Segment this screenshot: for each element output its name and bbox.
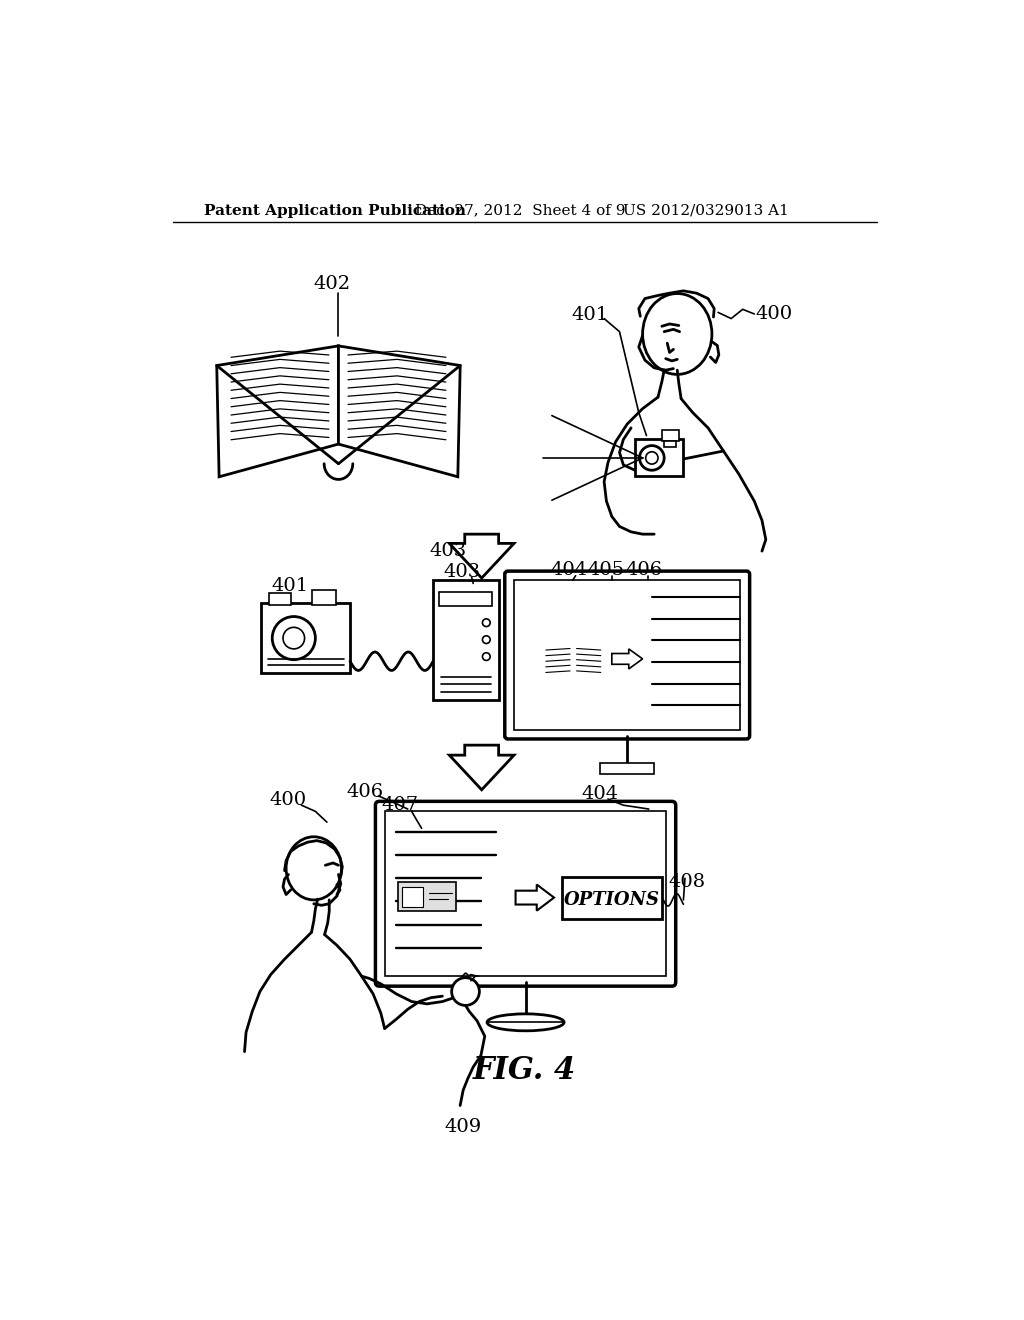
Circle shape [272, 616, 315, 660]
Text: FIG. 4: FIG. 4 [473, 1056, 577, 1086]
Polygon shape [611, 649, 643, 669]
Text: 409: 409 [444, 1118, 482, 1137]
Bar [514, 581, 740, 730]
Text: Dec. 27, 2012  Sheet 4 of 9: Dec. 27, 2012 Sheet 4 of 9 [416, 203, 626, 218]
Text: 403: 403 [443, 562, 480, 581]
Polygon shape [515, 884, 554, 911]
Bar [311, 590, 336, 605]
Bar [600, 763, 654, 775]
Circle shape [482, 636, 490, 644]
Text: 406: 406 [347, 783, 384, 801]
Ellipse shape [286, 837, 342, 900]
Circle shape [283, 627, 304, 649]
Polygon shape [450, 744, 514, 789]
Bar [635, 440, 683, 477]
Bar [665, 441, 677, 447]
Text: 400: 400 [755, 305, 793, 323]
FancyBboxPatch shape [376, 801, 676, 986]
Circle shape [646, 451, 658, 465]
Text: 400: 400 [270, 791, 307, 809]
Polygon shape [450, 535, 514, 578]
Bar [397, 882, 456, 911]
Ellipse shape [643, 293, 712, 375]
Text: US 2012/0329013 A1: US 2012/0329013 A1 [624, 203, 790, 218]
Text: 405: 405 [588, 561, 625, 578]
Text: 401: 401 [271, 577, 308, 595]
Text: OPTIONS: OPTIONS [564, 891, 659, 909]
Text: 404: 404 [551, 561, 588, 578]
Polygon shape [217, 346, 339, 477]
Bar [439, 591, 493, 606]
Text: 408: 408 [669, 874, 706, 891]
Text: 403: 403 [429, 543, 466, 560]
Text: 404: 404 [582, 784, 618, 803]
Circle shape [482, 653, 490, 660]
Circle shape [482, 619, 490, 627]
Text: 402: 402 [313, 275, 351, 293]
Bar [401, 887, 423, 907]
Circle shape [452, 978, 479, 1006]
Text: Patent Application Publication: Patent Application Publication [204, 203, 466, 218]
Bar [433, 581, 499, 700]
Polygon shape [573, 643, 605, 678]
Bar [562, 876, 662, 919]
Bar [662, 430, 679, 441]
Text: 407: 407 [382, 796, 419, 814]
Bar [385, 812, 666, 977]
Polygon shape [339, 346, 460, 477]
Ellipse shape [487, 1014, 564, 1031]
Text: 401: 401 [571, 306, 609, 323]
Circle shape [640, 446, 665, 470]
FancyBboxPatch shape [505, 572, 750, 739]
Bar [269, 593, 291, 605]
Bar [261, 603, 350, 673]
Text: 406: 406 [626, 561, 663, 578]
Polygon shape [541, 643, 573, 678]
